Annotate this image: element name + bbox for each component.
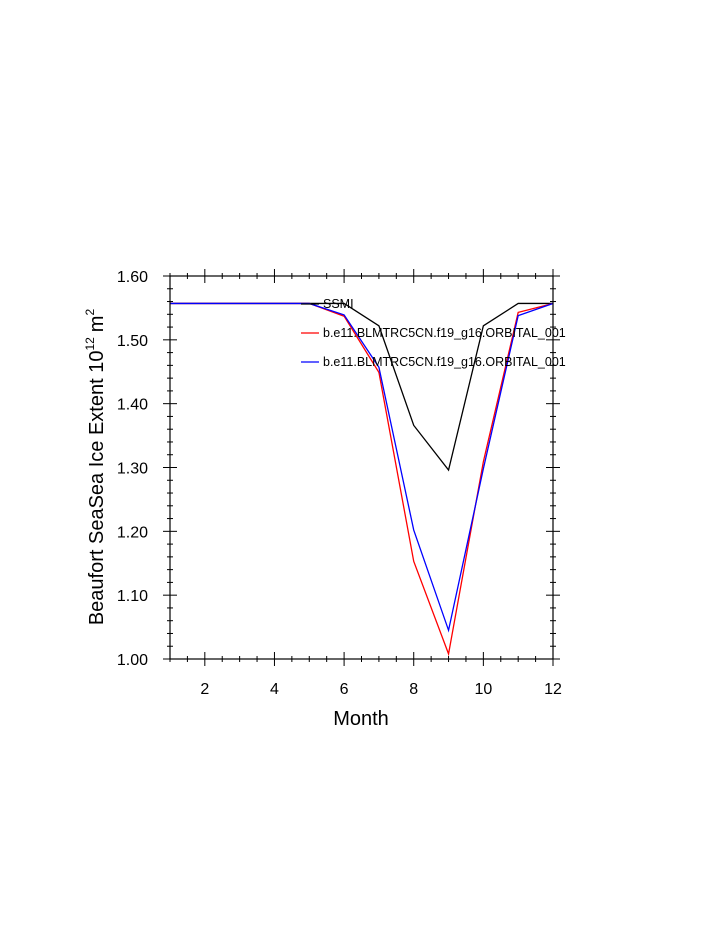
legend-label-2: b.e11.BLMTRC5CN.f19_g16.ORBITAL_001 [323,326,566,340]
x-tick-label: 6 [340,681,349,698]
legend-label-3: b.e11.BLMTRC5CN.f19_g16.ORBITAL_001 [323,355,566,369]
y-tick-label: 1.40 [117,397,148,414]
tick-labels: 2 4 6 8 10 12 1.00 1.10 1.20 1.30 1.40 1.50 1.60 [117,269,562,698]
legend: SSMIb.e11.BLMTRC5CN.f19_g16.ORBITAL_001b… [301,297,566,369]
x-tick-label: 10 [474,681,492,698]
x-tick-label: 8 [409,681,418,698]
y-axis-title-unit: m [86,316,108,333]
x-axis-title: Month [333,708,389,730]
series-lines [170,302,554,657]
x-tick-label: 4 [270,681,279,698]
y-tick-label: 1.00 [117,652,148,669]
y-tick-label: 1.10 [117,588,148,605]
x-tick-label: 12 [544,681,562,698]
y-tick-label: 1.60 [117,269,148,286]
legend-label-1: SSMI [323,297,354,311]
series-line-3 [170,302,554,633]
y-axis-title-exp: 12 [83,337,97,351]
y-tick-label: 1.50 [117,333,148,350]
y-axis-title: Beaufort SeaSea Ice Extent 1012 m2 [83,309,108,626]
y-axis-title-unit-exp: 2 [83,309,97,316]
y-axis-title-main: Beaufort SeaSea Ice Extent 10 [86,351,108,626]
y-tick-label: 1.30 [117,461,148,478]
x-tick-label: 2 [200,681,209,698]
plot-frame [169,275,554,660]
y-tick-label: 1.20 [117,524,148,541]
